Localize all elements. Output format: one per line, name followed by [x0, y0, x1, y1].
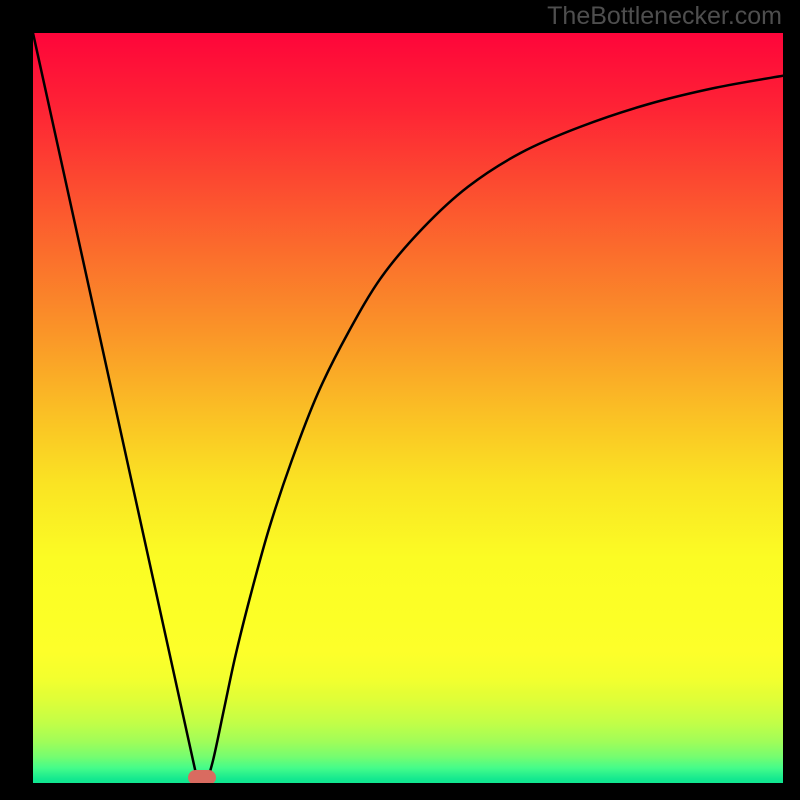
border-bottom: [0, 783, 800, 800]
watermark-text: TheBottlenecker.com: [547, 2, 782, 31]
v-curve: [33, 33, 783, 783]
border-right: [783, 0, 800, 800]
chart-stage: TheBottlenecker.com: [0, 0, 800, 800]
curve-layer: [33, 33, 783, 783]
border-left: [0, 0, 33, 800]
